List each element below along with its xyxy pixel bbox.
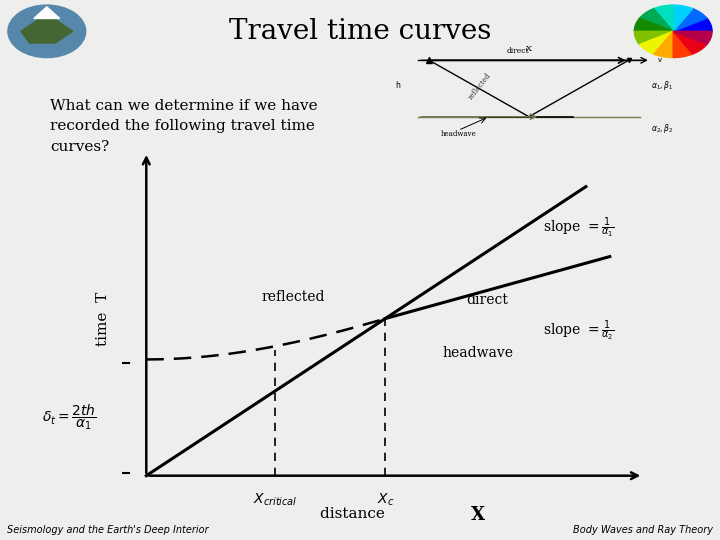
- Text: reflected: reflected: [261, 289, 325, 303]
- Text: $X_{critical}$: $X_{critical}$: [253, 491, 297, 508]
- Wedge shape: [654, 5, 673, 31]
- Wedge shape: [673, 5, 693, 31]
- Text: direct: direct: [507, 47, 529, 55]
- Wedge shape: [639, 9, 673, 31]
- Text: $\delta_t = \dfrac{2th}{\alpha_1}$: $\delta_t = \dfrac{2th}{\alpha_1}$: [42, 403, 97, 433]
- Wedge shape: [634, 31, 673, 44]
- Wedge shape: [639, 31, 673, 54]
- Wedge shape: [673, 31, 707, 54]
- Text: time  T: time T: [96, 292, 110, 346]
- Wedge shape: [673, 9, 707, 31]
- Text: X: X: [471, 505, 485, 524]
- Text: X: X: [526, 45, 532, 53]
- Text: $X_c$: $X_c$: [377, 491, 394, 508]
- Text: headwave: headwave: [443, 346, 513, 360]
- Text: Seismology and the Earth's Deep Interior: Seismology and the Earth's Deep Interior: [7, 525, 209, 535]
- Wedge shape: [673, 31, 693, 58]
- Text: Body Waves and Ray Theory: Body Waves and Ray Theory: [573, 525, 713, 535]
- Polygon shape: [34, 7, 60, 18]
- Polygon shape: [21, 14, 73, 43]
- Text: headwave: headwave: [441, 130, 476, 138]
- Text: $\alpha_1,\beta_1$: $\alpha_1,\beta_1$: [651, 79, 673, 92]
- Text: h: h: [395, 82, 400, 91]
- Wedge shape: [673, 18, 712, 31]
- Wedge shape: [673, 31, 712, 44]
- Wedge shape: [634, 18, 673, 31]
- Wedge shape: [654, 31, 673, 58]
- Circle shape: [8, 5, 86, 58]
- Text: direct: direct: [467, 293, 508, 307]
- Text: distance: distance: [320, 507, 395, 521]
- Text: What can we determine if we have
recorded the following travel time
curves?: What can we determine if we have recorde…: [50, 99, 318, 154]
- Text: Travel time curves: Travel time curves: [229, 17, 491, 45]
- Text: $\alpha_2,\beta_2$: $\alpha_2,\beta_2$: [651, 122, 673, 135]
- Text: slope $= \frac{1}{\alpha_1}$: slope $= \frac{1}{\alpha_1}$: [543, 215, 614, 240]
- Text: v: v: [657, 57, 662, 63]
- Text: slope $= \frac{1}{\alpha_2}$: slope $= \frac{1}{\alpha_2}$: [543, 319, 614, 343]
- Text: reflected: reflected: [467, 71, 492, 101]
